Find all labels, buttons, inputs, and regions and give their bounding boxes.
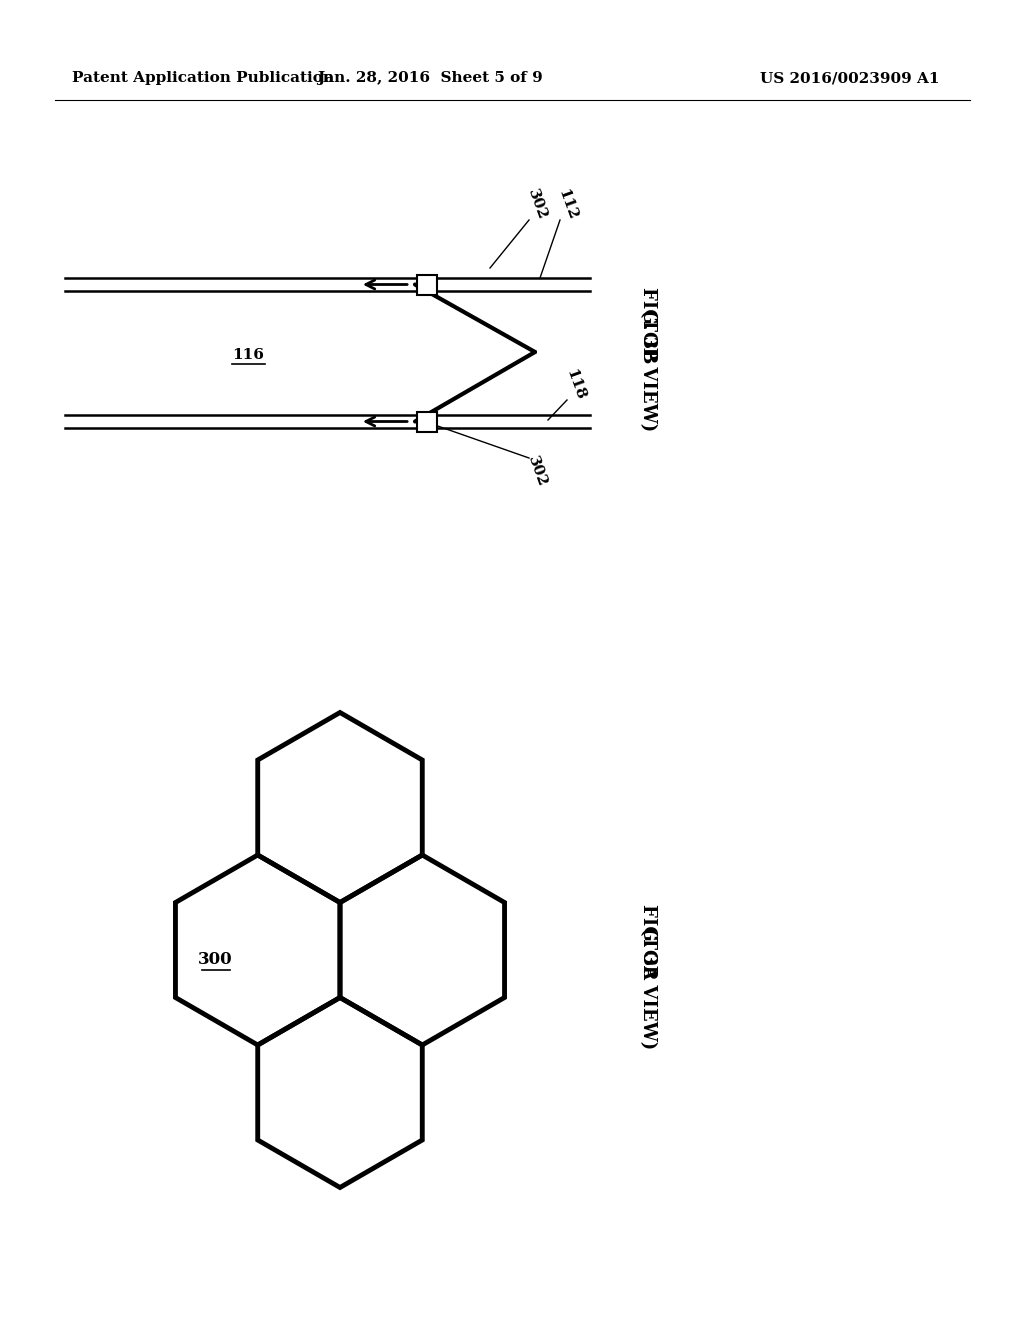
Text: FIG. 3A: FIG. 3A (639, 904, 657, 979)
Text: FIG. 3B: FIG. 3B (639, 286, 657, 363)
Text: 118: 118 (563, 368, 587, 403)
Text: 112: 112 (555, 187, 579, 222)
Text: 116: 116 (232, 348, 264, 362)
Text: Jan. 28, 2016  Sheet 5 of 9: Jan. 28, 2016 Sheet 5 of 9 (317, 71, 543, 84)
Text: US 2016/0023909 A1: US 2016/0023909 A1 (760, 71, 939, 84)
Text: Patent Application Publication: Patent Application Publication (72, 71, 334, 84)
Text: (TOP VIEW): (TOP VIEW) (639, 309, 657, 432)
Bar (417, 412, 437, 432)
Bar (417, 275, 437, 294)
Text: 302: 302 (525, 454, 549, 490)
Text: (TOP VIEW): (TOP VIEW) (639, 927, 657, 1049)
Text: 302: 302 (525, 187, 549, 222)
Text: 300: 300 (198, 952, 232, 969)
